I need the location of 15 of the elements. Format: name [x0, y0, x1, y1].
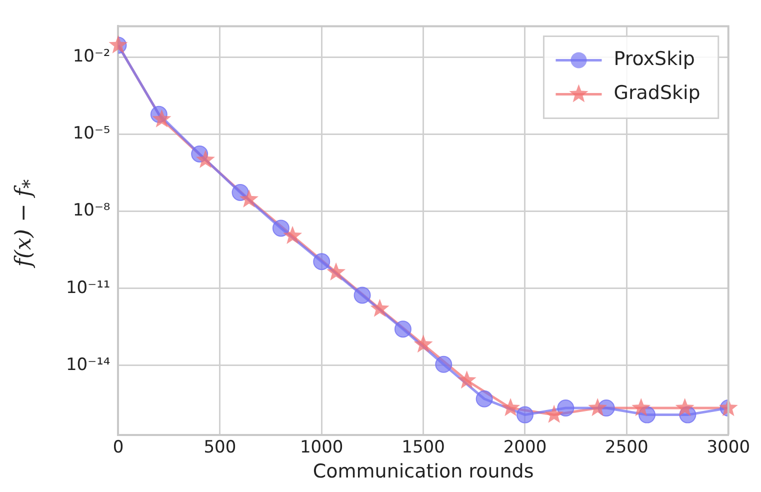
x-tick-label: 2000 — [503, 437, 547, 458]
y-tick-label: 10⁻² — [72, 46, 110, 67]
y-tick-label: 10⁻¹¹ — [66, 278, 110, 298]
x-tick-label: 1500 — [402, 437, 445, 458]
x-tick-label: 0 — [112, 437, 124, 458]
x-tick-label: 1000 — [300, 437, 344, 458]
y-tick-label: 10⁻⁵ — [72, 124, 110, 144]
y-tick-label: 10⁻⁸ — [72, 200, 110, 221]
x-axis-title: Communication rounds — [312, 460, 534, 483]
legend-label: GradSkip — [614, 82, 700, 104]
y-tick-label: 10⁻¹⁴ — [66, 354, 110, 375]
x-tick-label: 2500 — [605, 437, 648, 458]
x-tick-label: 500 — [204, 437, 236, 458]
legend-label: ProxSkip — [614, 48, 695, 70]
x-tick-label: 3000 — [706, 437, 750, 458]
